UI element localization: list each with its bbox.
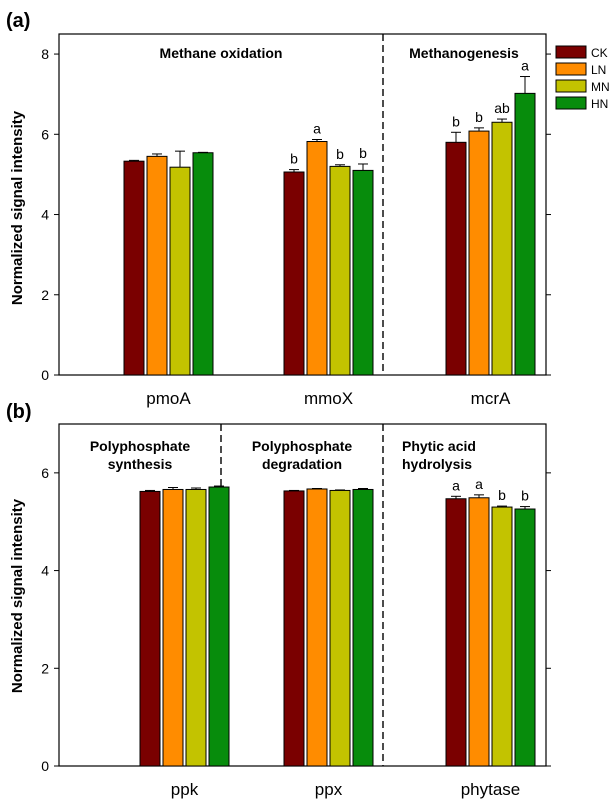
bar xyxy=(491,121,513,376)
bar xyxy=(283,171,305,376)
legend-swatch xyxy=(555,62,587,76)
significance-label: a xyxy=(521,58,529,74)
group-title: Polyphosphate xyxy=(90,438,191,454)
y-axis-label: Normalized signal intensity xyxy=(9,498,26,693)
significance-label: b xyxy=(498,487,506,503)
bar xyxy=(169,166,191,376)
significance-label: a xyxy=(313,121,321,137)
bar xyxy=(306,488,328,767)
x-tick-label: pmoA xyxy=(146,389,191,408)
significance-label: b xyxy=(359,145,367,161)
significance-label: ab xyxy=(494,100,510,116)
significance-label: b xyxy=(336,146,344,162)
legend-label: LN xyxy=(591,63,606,77)
y-tick-label: 8 xyxy=(41,46,49,62)
y-tick-label: 0 xyxy=(41,367,49,383)
group-title: Methane oxidation xyxy=(160,45,283,61)
y-tick-label: 6 xyxy=(41,126,49,142)
legend-label: CK xyxy=(591,46,608,60)
x-tick-label: ppx xyxy=(315,780,343,799)
legend-label: HN xyxy=(591,97,608,111)
bar xyxy=(329,489,351,767)
y-tick-label: 0 xyxy=(41,758,49,774)
y-axis-label: Normalized signal intensity xyxy=(9,110,26,305)
significance-label: b xyxy=(452,113,460,129)
bar xyxy=(468,497,490,767)
y-tick-label: 4 xyxy=(41,563,49,579)
bar xyxy=(514,92,536,376)
legend: CK LN MN HN xyxy=(555,45,610,111)
legend-swatch xyxy=(555,96,587,110)
group-title: Methanogenesis xyxy=(409,45,519,61)
x-tick-label: phytase xyxy=(461,780,521,799)
panel-label: (a) xyxy=(6,10,30,32)
panel-a: (a) Normalized signal intensity 0 2 4 6 8 Metha… xyxy=(6,10,551,408)
y-tick-label: 2 xyxy=(41,287,49,303)
bar xyxy=(208,486,230,767)
bar xyxy=(283,490,305,767)
legend-label: MN xyxy=(591,80,610,94)
significance-label: b xyxy=(290,151,298,167)
bar xyxy=(306,141,328,376)
bar xyxy=(162,488,184,767)
bar xyxy=(468,130,490,376)
x-tick-label: ppk xyxy=(171,780,199,799)
bar xyxy=(185,488,207,767)
group-title: Polyphosphate xyxy=(252,438,353,454)
bar xyxy=(139,490,161,767)
bar xyxy=(445,141,467,376)
bar xyxy=(514,508,536,767)
significance-label: a xyxy=(452,477,460,493)
significance-label: a xyxy=(475,476,483,492)
x-tick-label: mcrA xyxy=(471,389,511,408)
group-title: degradation xyxy=(262,456,342,472)
legend-swatch xyxy=(555,45,587,59)
significance-label: b xyxy=(475,109,483,125)
y-tick-label: 2 xyxy=(41,660,49,676)
bar xyxy=(445,498,467,767)
x-tick-label: mmoX xyxy=(304,389,353,408)
group-title: hydrolysis xyxy=(402,456,472,472)
y-tick-label: 6 xyxy=(41,465,49,481)
bar xyxy=(352,488,374,767)
y-tick-label: 4 xyxy=(41,207,49,223)
bar xyxy=(352,169,374,376)
bar xyxy=(123,160,145,376)
bar xyxy=(491,506,513,767)
bar xyxy=(329,165,351,376)
panel-label: (b) xyxy=(6,401,32,423)
bar xyxy=(192,152,214,376)
panel-b: (b) Normalized signal intensity 0 2 4 6 Polyph… xyxy=(6,401,551,799)
significance-label: b xyxy=(521,488,529,504)
group-title: synthesis xyxy=(108,456,173,472)
legend-swatch xyxy=(555,79,587,93)
group-title: Phytic acid xyxy=(402,438,476,454)
bar xyxy=(146,155,168,376)
